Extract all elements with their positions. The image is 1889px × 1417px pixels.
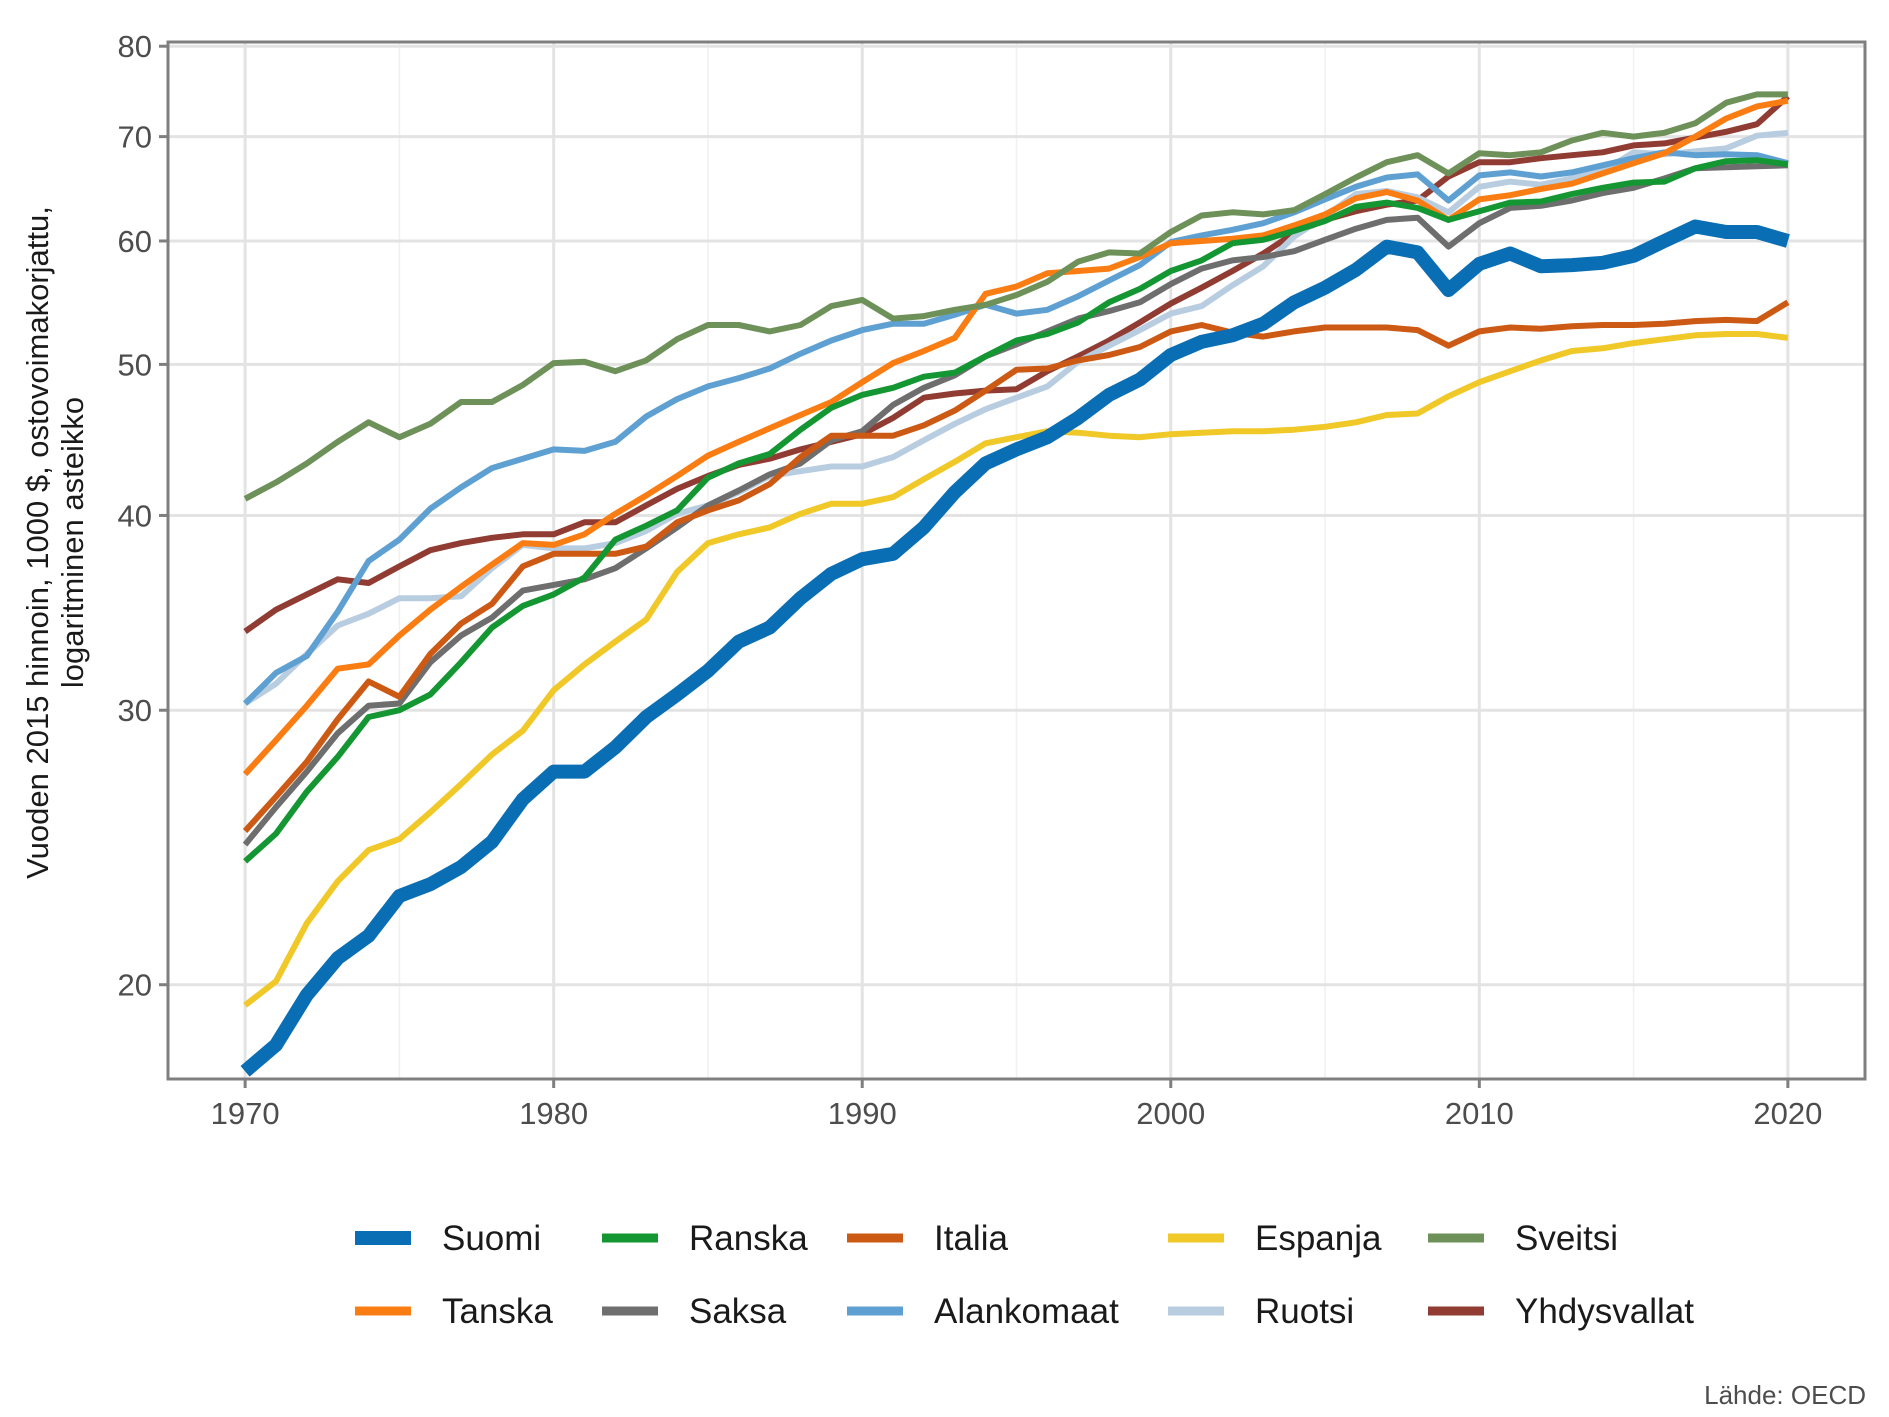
source-note: Lähde: OECD [1704,1380,1866,1410]
series-line-yhdysvallat [243,94,1790,634]
x-tick-label: 2010 [1445,1096,1514,1131]
x-tick-label: 2000 [1136,1096,1205,1131]
series-line-espanja [243,331,1789,1008]
legend-label-ranska: Ranska [689,1219,808,1258]
legend-label-saksa: Saksa [689,1292,787,1331]
series-line-tanska [242,97,1789,777]
plot-frame [166,40,1867,1081]
series-line-saksa [242,162,1788,847]
y-tick-label: 20 [118,968,152,1003]
y-tick-label: 30 [118,693,152,728]
x-tick-label: 2020 [1753,1096,1822,1131]
legend-label-italia: Italia [934,1219,1008,1258]
legend-label-yhdysvallat: Yhdysvallat [1515,1292,1694,1331]
gridlines [168,42,1865,1079]
series-line-italia [242,299,1790,834]
y-tick-label: 40 [118,498,152,533]
series-line-ranska [243,157,1789,864]
legend-label-suomi: Suomi [442,1219,541,1258]
x-tick-label: 1980 [519,1096,588,1131]
y-tick-label: 50 [118,347,152,382]
series-lines [240,91,1790,1077]
legend-label-alankomaat: Alankomaat [934,1292,1119,1331]
series-line-suomi [240,219,1790,1077]
series-line-alankomaat [242,149,1789,706]
y-axis-title: Vuoden 2015 hinnoin, 1000 $, ostovoimako… [20,206,90,879]
legend-label-sveitsi: Sveitsi [1515,1219,1618,1258]
y-axis-title-line-2: logaritminen asteikko [55,397,90,688]
legend-label-espanja: Espanja [1255,1219,1382,1258]
y-tick-label: 80 [118,29,152,64]
y-tick-label: 70 [118,120,152,155]
y-axis-title-line-1: Vuoden 2015 hinnoin, 1000 $, ostovoimako… [20,206,55,879]
series-line-sveitsi [243,91,1788,502]
x-tick-label: 1990 [828,1096,897,1131]
x-tick-label: 1970 [211,1096,280,1131]
y-tick-label: 60 [118,224,152,259]
legend-label-ruotsi: Ruotsi [1255,1292,1354,1331]
legend: Suomi Ranska Italia Espanja Sveitsi Tanska Sak… [355,1219,1694,1331]
legend-label-tanska: Tanska [442,1292,553,1331]
